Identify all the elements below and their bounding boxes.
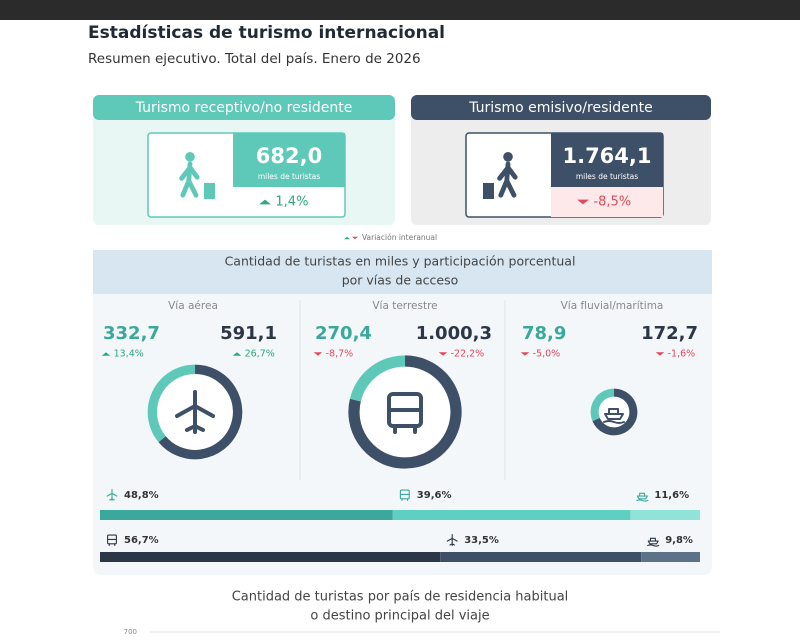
- card-title: Turismo emisivo/residente: [468, 100, 653, 116]
- variation-arrow: [101, 352, 111, 356]
- share-bar: [100, 552, 441, 562]
- variation-arrow: [577, 199, 589, 205]
- share-label: 56,7%: [124, 535, 159, 546]
- variation-arrow: [352, 236, 358, 240]
- icon-bus: [107, 534, 117, 547]
- ship-shape: [647, 537, 660, 547]
- share-label: 33,5%: [464, 535, 499, 546]
- value-box: [233, 133, 345, 187]
- suitcase: [483, 183, 494, 199]
- section-title: Cantidad de turistas por país de residen…: [232, 590, 569, 605]
- access-header: [93, 250, 712, 294]
- receptive-value: 78,9: [522, 323, 566, 344]
- variation: 1,4%: [275, 195, 308, 210]
- variation-arrow: [313, 352, 323, 356]
- card-title: Turismo receptivo/no residente: [135, 100, 353, 116]
- receptive-value: 332,7: [103, 323, 160, 344]
- icon-ship: [603, 408, 625, 424]
- donut-outbound: [158, 364, 243, 460]
- variation-arrow: [232, 352, 242, 356]
- donut-receptive: [147, 364, 196, 443]
- share-bar: [630, 510, 700, 520]
- donut-receptive: [349, 355, 406, 402]
- card-header: [93, 95, 395, 120]
- variation-arrow: [520, 352, 530, 356]
- share-bar: [392, 510, 631, 520]
- variation: -5,0%: [533, 349, 561, 360]
- plane-shape: [175, 390, 215, 434]
- variation: -8,7%: [326, 349, 354, 360]
- variation-arrow: [259, 199, 271, 205]
- body: [179, 161, 200, 198]
- share-bar: [641, 552, 700, 562]
- share-label: 11,6%: [654, 490, 689, 501]
- axis-label: 700: [124, 628, 137, 636]
- bus-detail: [387, 408, 423, 434]
- subtitle: Resumen ejecutivo. Total del país. Enero…: [88, 51, 421, 67]
- card-value: 1.764,1: [562, 144, 651, 168]
- variation: 26,7%: [245, 349, 275, 360]
- icon-walker: [179, 152, 200, 198]
- icon-walker: [497, 152, 518, 198]
- icon-bus: [387, 392, 423, 434]
- variation: -22,2%: [451, 349, 485, 360]
- outbound-value: 172,7: [641, 323, 698, 344]
- access-title: por vías de acceso: [342, 273, 459, 288]
- icon-plane: [175, 390, 215, 434]
- bus-detail: [107, 538, 117, 547]
- variation: -1,6%: [668, 349, 696, 360]
- ship-shape: [603, 408, 625, 424]
- icon-ship: [647, 537, 660, 547]
- value-box: [551, 133, 663, 187]
- share-label: 48,8%: [124, 490, 159, 501]
- suitcase: [204, 183, 215, 199]
- variation-arrow: [655, 352, 665, 356]
- plane-shape: [446, 533, 458, 547]
- outbound-value: 591,1: [220, 323, 277, 344]
- outbound-value: 1.000,3: [416, 323, 492, 344]
- browser-strip: [0, 0, 800, 20]
- card-unit: miles de turistas: [576, 172, 638, 181]
- ship-shape: [636, 492, 649, 502]
- bus-detail: [399, 493, 410, 502]
- variation-box: [551, 187, 663, 217]
- access-title: Cantidad de turistas en miles y particip…: [225, 254, 576, 269]
- card-header: [411, 95, 711, 120]
- donut-outbound: [592, 388, 638, 436]
- variation-arrow: [344, 236, 350, 240]
- legend-note: Variación interanual: [362, 233, 437, 242]
- card-value: 682,0: [256, 144, 322, 168]
- share-label: 39,6%: [417, 490, 452, 501]
- title: Estadísticas de turismo internacional: [88, 23, 445, 43]
- head: [503, 152, 513, 162]
- donut-receptive: [590, 388, 615, 422]
- icon-plane: [446, 533, 458, 547]
- variation: -8,5%: [593, 195, 631, 210]
- variation: 13,4%: [114, 349, 144, 360]
- head: [185, 152, 195, 162]
- card-unit: miles de turistas: [258, 172, 320, 181]
- share-bar: [100, 510, 393, 520]
- way-name: Vía fluvial/marítima: [561, 300, 664, 312]
- donut-outbound: [348, 355, 462, 469]
- plane-shape: [106, 488, 118, 502]
- share-label: 9,8%: [665, 535, 693, 546]
- way-name: Vía aérea: [168, 300, 218, 312]
- icon-plane: [106, 488, 118, 502]
- share-bar: [440, 552, 642, 562]
- donut-center: [362, 369, 448, 455]
- icon-bus: [399, 489, 410, 502]
- body: [497, 161, 518, 198]
- section-title: o destino principal del viaje: [310, 609, 489, 624]
- icon-ship: [636, 492, 649, 502]
- receptive-value: 270,4: [315, 323, 372, 344]
- variation-arrow: [438, 352, 448, 356]
- way-name: Vía terrestre: [372, 300, 437, 312]
